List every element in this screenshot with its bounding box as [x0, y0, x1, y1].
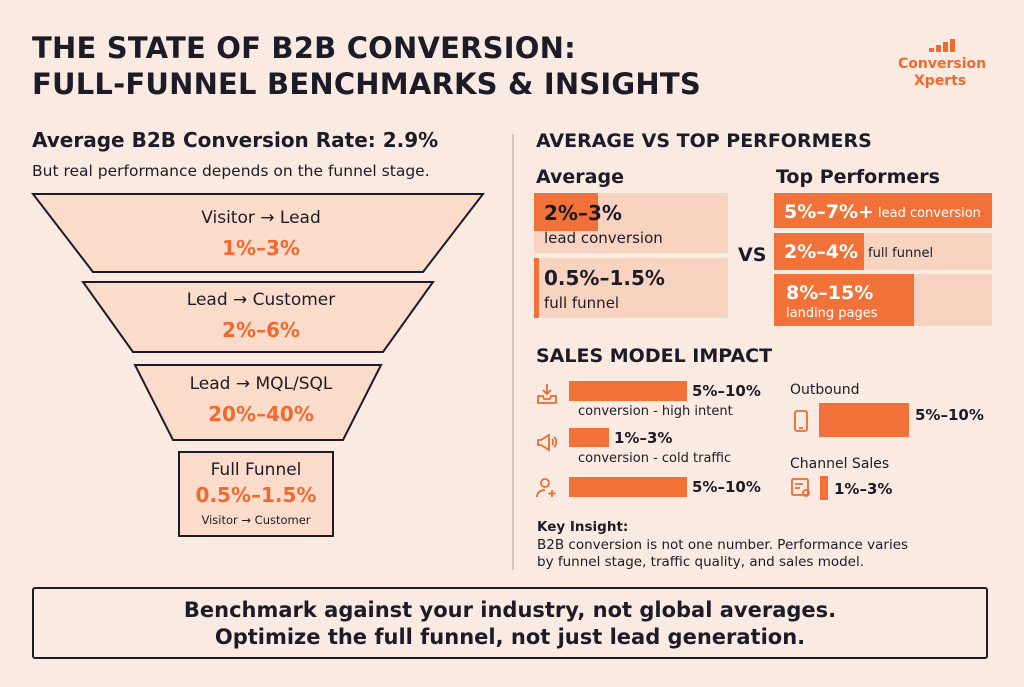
sales-bar-2	[569, 428, 609, 447]
top-bar-3	[774, 274, 914, 326]
full-funnel-note: Visitor → Customer	[201, 513, 311, 527]
channel-value: 1%–3%	[834, 480, 893, 498]
logo-text: Conversion Xperts	[898, 56, 986, 90]
vs-label: VS	[738, 244, 767, 266]
full-funnel-box: Full Funnel 0.5%–1.5% Visitor → Customer	[178, 451, 334, 537]
page-title: THE STATE OF B2B CONVERSION: FULL-FUNNEL…	[32, 30, 701, 102]
footer-line-1: Benchmark against your industry, not glo…	[183, 598, 837, 622]
compare-heading: AVERAGE VS TOP PERFORMERS	[536, 130, 872, 152]
average-label-2: full funnel	[544, 294, 620, 312]
average-rate-headline: Average B2B Conversion Rate: 2.9%	[32, 128, 439, 152]
title-line-1: THE STATE OF B2B CONVERSION:	[32, 31, 576, 65]
footer-callout: Benchmark against your industry, not glo…	[32, 587, 988, 659]
insight-line-2: by funnel stage, traffic quality, and sa…	[537, 554, 865, 570]
funnel-graphic	[30, 193, 486, 441]
sales-bar-3	[569, 477, 687, 497]
megaphone-icon	[537, 433, 558, 452]
average-bar-2	[534, 258, 539, 318]
channel-bar	[820, 476, 828, 500]
top-label-2: full funnel	[868, 246, 934, 261]
top-value-3: 8%–15%	[786, 282, 874, 304]
stage-label: Visitor → Lead	[201, 208, 321, 228]
stage-value: 1%–3%	[222, 236, 300, 260]
top-value-1: 5%–7%+	[784, 201, 874, 223]
column-divider	[512, 134, 514, 570]
inbound-download-icon	[537, 384, 557, 404]
logo-line-2: Xperts	[914, 73, 967, 89]
footer-line-2: Optimize the full funnel, not just lead …	[214, 625, 806, 649]
bar-chart-icon	[929, 39, 961, 52]
funnel-stage-2-shape	[81, 281, 435, 353]
channel-label: Channel Sales	[790, 456, 890, 472]
sales-value-2: 1%–3%	[614, 429, 673, 447]
insight-line-1: B2B conversion is not one number. Perfor…	[537, 537, 909, 553]
average-value-2: 0.5%–1.5%	[544, 266, 665, 290]
insight-text: B2B conversion is not one number. Perfor…	[537, 537, 908, 571]
average-bar-1	[534, 193, 598, 231]
top-bar-2	[774, 233, 864, 270]
average-rate-subhead: But real performance depends on the funn…	[32, 162, 430, 180]
title-line-2: FULL-FUNNEL BENCHMARKS & INSIGHTS	[32, 67, 701, 101]
brand-logo: Conversion Xperts	[898, 39, 998, 96]
top-value-2: 2%–4%	[784, 241, 859, 263]
sales-bar-1	[569, 381, 687, 401]
outbound-label: Outbound	[790, 382, 860, 398]
top-label-1: lead conversion	[878, 206, 981, 221]
full-funnel-value: 0.5%–1.5%	[195, 483, 317, 507]
top-heading: Top Performers	[776, 166, 940, 188]
top-bar-1	[774, 193, 992, 228]
sales-label-2: conversion - cold traffic	[578, 451, 732, 466]
insight-title: Key Insight:	[537, 519, 629, 535]
stage-label: Lead → Customer	[186, 290, 336, 310]
funnel-stage-3-shape	[133, 364, 383, 441]
stage-value: 2%–6%	[222, 318, 300, 342]
stage-value: 20%–40%	[208, 402, 314, 426]
sales-value-1: 5%–10%	[692, 382, 761, 400]
average-panel-2	[534, 258, 728, 318]
average-heading: Average	[536, 166, 624, 188]
sales-label-1: conversion - high intent	[578, 404, 733, 419]
average-label-1: lead conversion	[544, 229, 663, 247]
outbound-value: 5%–10%	[915, 406, 984, 424]
partner-icon	[791, 478, 810, 497]
user-add-icon	[536, 478, 556, 498]
average-value-1: 2%–3%	[544, 201, 622, 225]
outbound-bar	[819, 403, 909, 437]
stage-label: Lead → MQL/SQL	[189, 374, 333, 394]
logo-line-1: Conversion	[898, 56, 987, 72]
full-funnel-label: Full Funnel	[210, 460, 302, 480]
top-label-3: landing pages	[786, 306, 878, 321]
phone-icon	[794, 410, 808, 432]
sales-heading: SALES MODEL IMPACT	[536, 345, 773, 367]
sales-value-3: 5%–10%	[692, 478, 761, 496]
funnel-stage-1-shape	[30, 193, 486, 273]
